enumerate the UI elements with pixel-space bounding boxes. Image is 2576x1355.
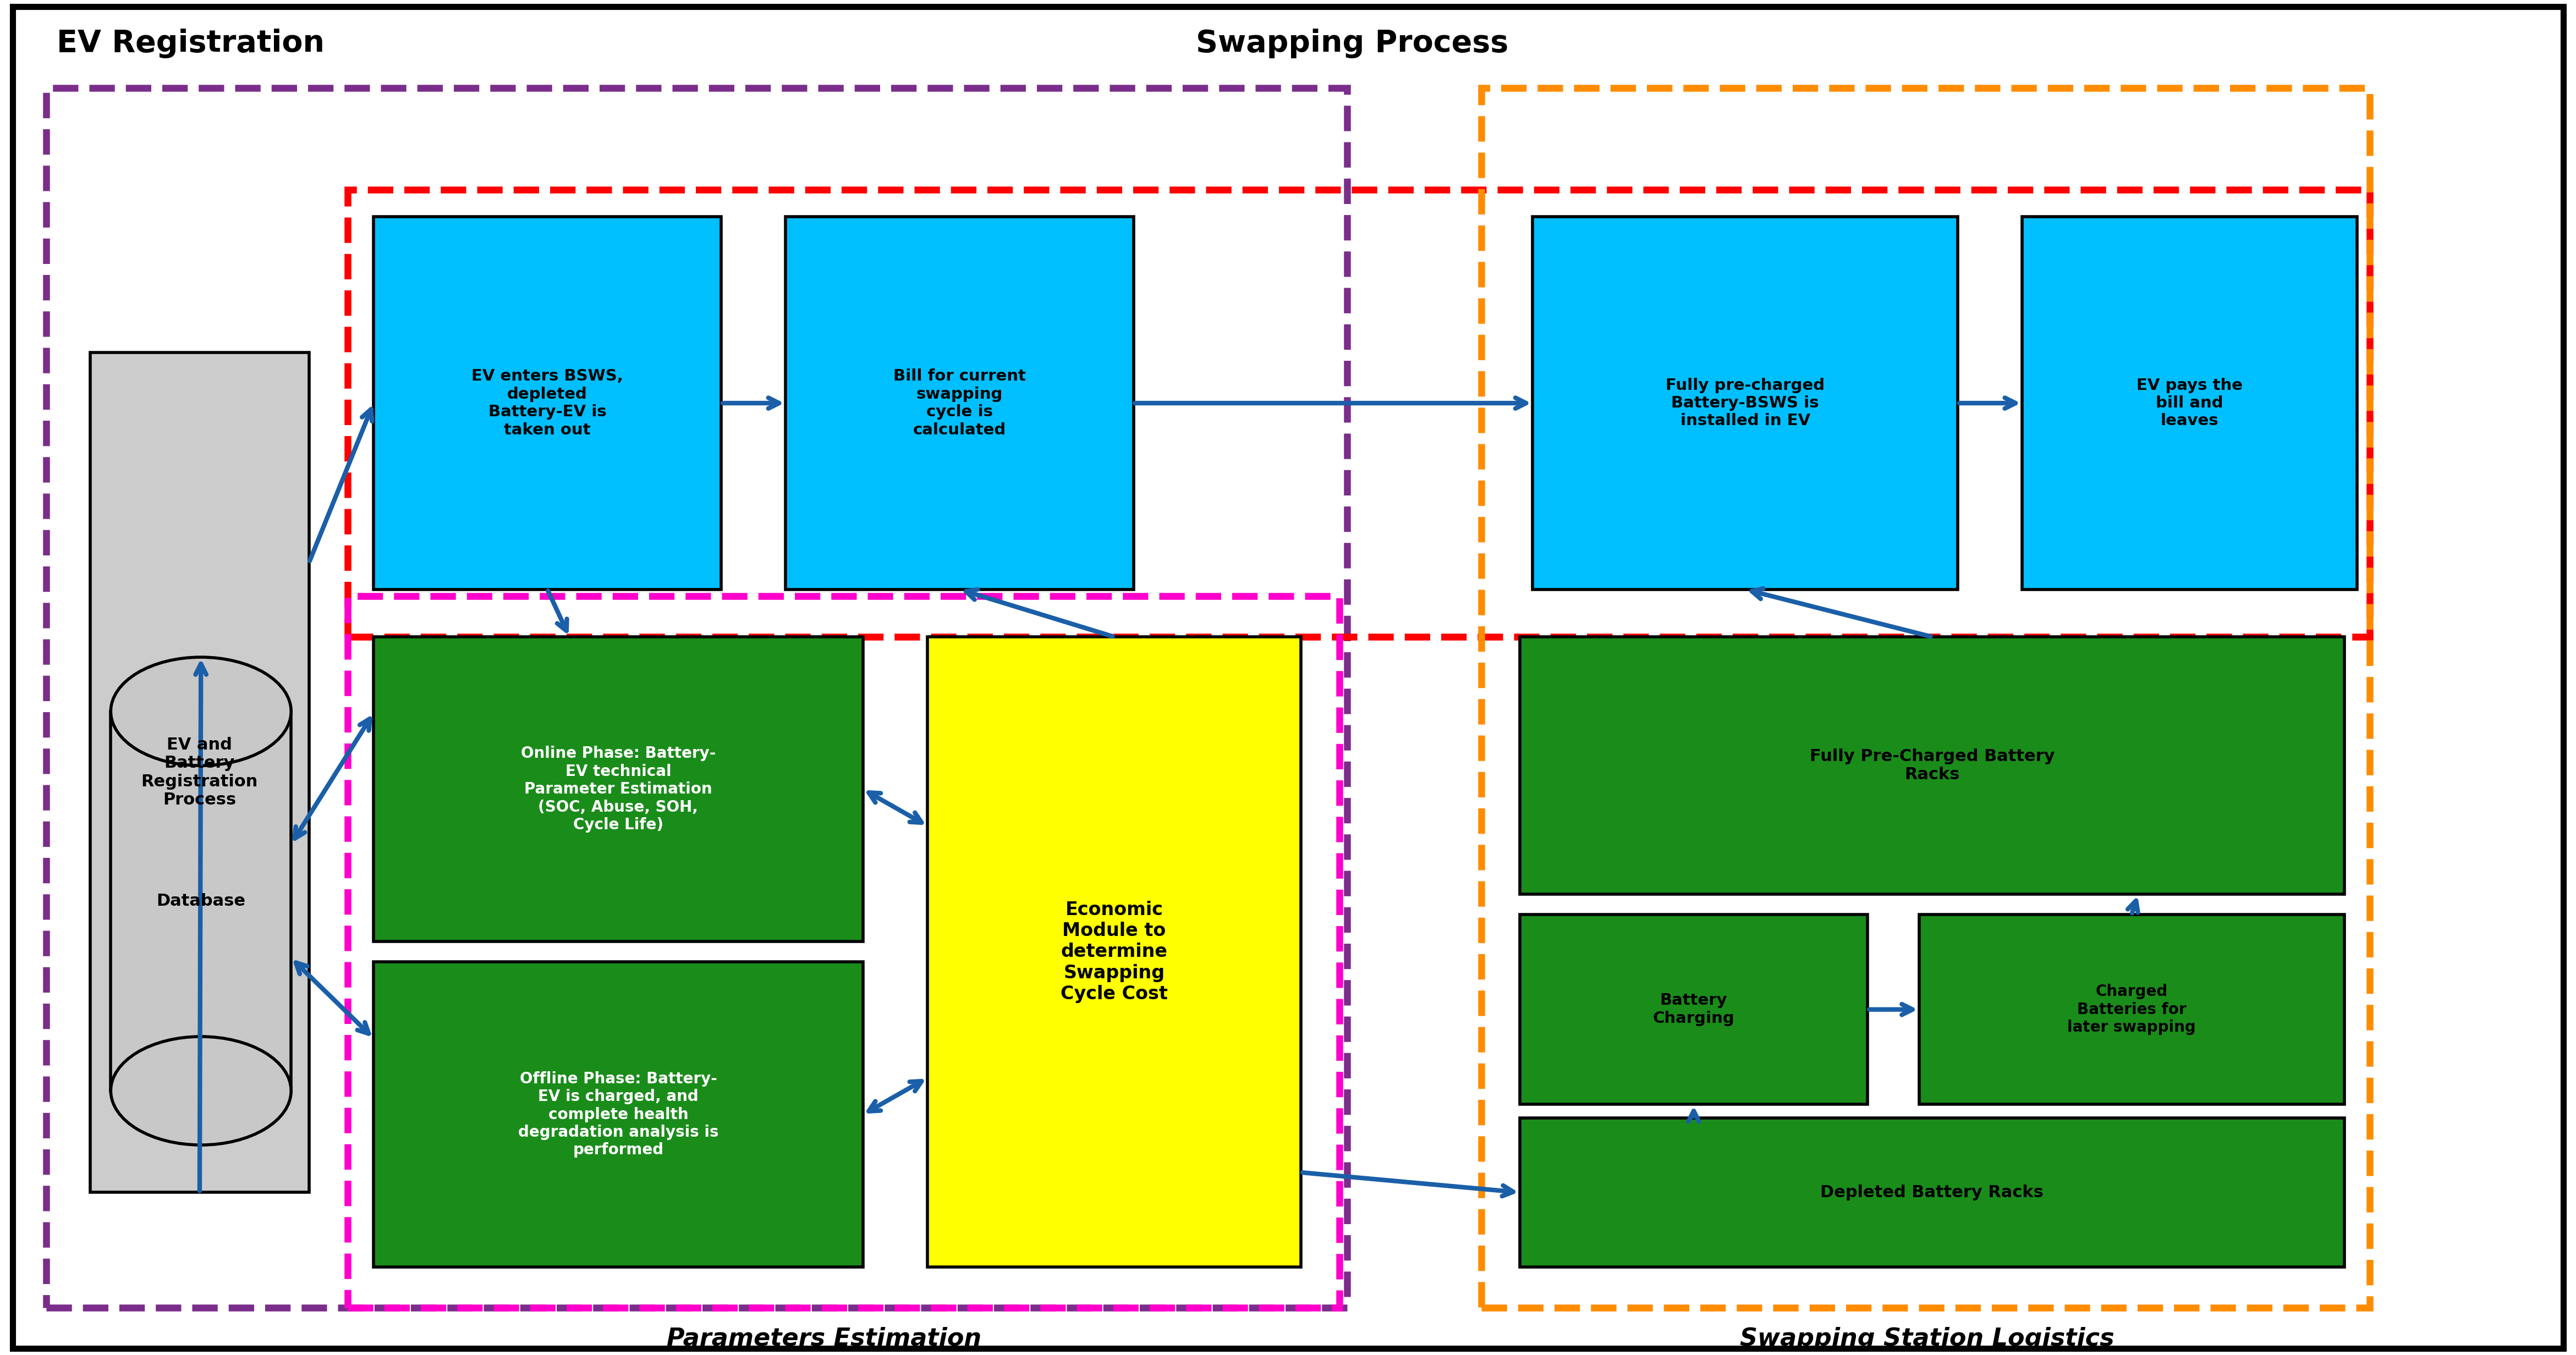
Bar [348,190,2370,637]
Bar [374,217,721,589]
Bar [374,637,863,942]
Text: Swapping Process: Swapping Process [1195,28,1510,58]
Text: EV and
Battery
Registration
Process: EV and Battery Registration Process [142,737,258,808]
Bar [927,637,1301,1267]
Bar [786,217,1133,589]
Text: Economic
Module to
determine
Swapping
Cycle Cost: Economic Module to determine Swapping Cy… [1061,901,1167,1003]
Text: Battery
Charging: Battery Charging [1654,993,1734,1026]
Text: Offline Phase: Battery-
EV is charged, and
complete health
degradation analysis : Offline Phase: Battery- EV is charged, a… [518,1072,719,1157]
Bar [1919,915,2344,1104]
Text: Swapping Station Logistics: Swapping Station Logistics [1739,1327,2115,1351]
Text: Bill for current
swapping
cycle is
calculated: Bill for current swapping cycle is calcu… [894,369,1025,438]
Bar [1481,88,2370,1308]
Bar [1520,1118,2344,1267]
Bar [374,962,863,1267]
Text: EV enters BSWS,
depleted
Battery-EV is
taken out: EV enters BSWS, depleted Battery-EV is t… [471,369,623,438]
Text: Parameters Estimation: Parameters Estimation [667,1327,981,1351]
Ellipse shape [111,657,291,766]
Text: Depleted Battery Racks: Depleted Battery Racks [1821,1184,2043,1201]
Text: Online Phase: Battery-
EV technical
Parameter Estimation
(SOC, Abuse, SOH,
Cycle: Online Phase: Battery- EV technical Para… [520,747,716,832]
Bar [1520,637,2344,894]
Bar [90,352,309,1192]
Text: EV pays the
bill and
leaves: EV pays the bill and leaves [2136,378,2244,428]
Bar [46,88,1347,1308]
Text: EV Registration: EV Registration [57,28,325,58]
Text: Fully pre-charged
Battery-BSWS is
installed in EV: Fully pre-charged Battery-BSWS is instal… [1667,378,1824,428]
Bar [348,596,1340,1308]
Bar [1533,217,1958,589]
Bar [1520,915,1868,1104]
Text: Fully Pre-Charged Battery
Racks: Fully Pre-Charged Battery Racks [1808,748,2056,783]
Bar [111,711,291,1091]
Bar [2022,217,2357,589]
Ellipse shape [111,1037,291,1145]
Text: Charged
Batteries for
later swapping: Charged Batteries for later swapping [2069,984,2195,1035]
Text: Database: Database [157,893,245,909]
